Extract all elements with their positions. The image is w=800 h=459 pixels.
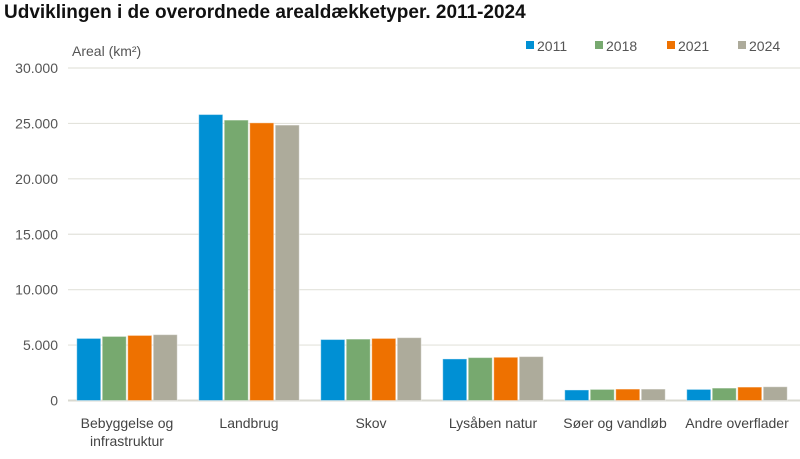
bar-2024 — [274, 124, 300, 402]
bar-2024 — [640, 388, 666, 402]
x-tick-label: Andre overflader — [685, 415, 789, 431]
legend-swatch-2024 — [738, 41, 746, 49]
bar-2021 — [249, 122, 275, 402]
bar-2024 — [518, 356, 544, 401]
y-tick-label: 10.000 — [15, 282, 58, 298]
bar-2011 — [76, 337, 102, 401]
y-tick-label: 30.000 — [15, 60, 58, 76]
x-tick-label: Søer og vandløb — [563, 415, 667, 431]
x-tick-label: Landbrug — [219, 415, 278, 431]
bar-2011 — [686, 388, 712, 401]
y-tick-label: 15.000 — [15, 226, 58, 242]
bar-2021 — [127, 334, 153, 401]
legend-swatch-2018 — [595, 41, 603, 49]
x-tick-label: infrastruktur — [90, 433, 164, 449]
bar-2011 — [442, 358, 468, 401]
bar-2011 — [198, 114, 224, 402]
bar-2018 — [711, 387, 737, 402]
legend-label: 2021 — [678, 38, 709, 54]
bar-2024 — [396, 337, 422, 401]
bar-2018 — [223, 119, 249, 401]
bar-2021 — [615, 388, 641, 402]
bar-2021 — [737, 386, 763, 402]
y-tick-label: 20.000 — [15, 171, 58, 187]
chart-title: Udviklingen i de overordnede arealdækket… — [4, 2, 526, 23]
y-axis-label: Areal (km²) — [72, 43, 141, 59]
legend-swatch-2011 — [526, 41, 534, 49]
bar-2024 — [762, 386, 788, 401]
bar-2018 — [345, 338, 371, 401]
x-tick-label: Bebyggelse og — [81, 415, 174, 431]
x-tick-label: Lysåben natur — [449, 415, 538, 431]
legend-label: 2024 — [749, 38, 780, 54]
bar-2011 — [320, 339, 346, 401]
y-tick-label: 5.000 — [23, 337, 58, 353]
legend-label: 2011 — [537, 38, 567, 54]
bar-2024 — [152, 334, 178, 402]
y-tick-label: 25.000 — [15, 115, 58, 131]
x-tick-label: Skov — [355, 415, 386, 431]
bar-2021 — [493, 356, 519, 401]
legend-label: 2018 — [606, 38, 637, 54]
bar-2021 — [371, 337, 397, 401]
bar-2018 — [467, 357, 493, 402]
bar-2018 — [101, 335, 127, 401]
bar-2011 — [564, 389, 590, 401]
legend-swatch-2021 — [667, 41, 675, 49]
bar-2018 — [589, 388, 615, 401]
y-tick-label: 0 — [50, 393, 58, 409]
